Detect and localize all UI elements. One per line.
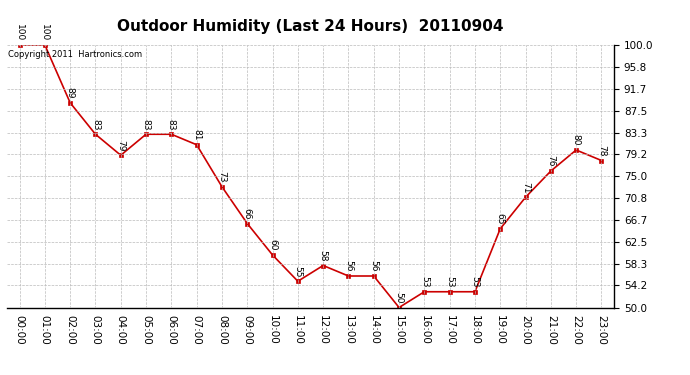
Text: 71: 71 [521,182,530,193]
Text: 76: 76 [546,155,555,167]
Text: 79: 79 [116,140,126,151]
Text: 65: 65 [495,213,505,225]
Text: Copyright 2011  Hartronics.com: Copyright 2011 Hartronics.com [8,50,142,59]
Text: 83: 83 [167,118,176,130]
Text: 56: 56 [344,260,353,272]
Text: 81: 81 [192,129,201,141]
Text: 83: 83 [91,118,100,130]
Text: 53: 53 [471,276,480,288]
Text: 58: 58 [319,250,328,261]
Text: 66: 66 [243,208,252,219]
Text: 80: 80 [571,134,581,146]
Text: 55: 55 [293,266,302,277]
Text: Outdoor Humidity (Last 24 Hours)  20110904: Outdoor Humidity (Last 24 Hours) 2011090… [117,19,504,34]
Text: 73: 73 [217,171,226,183]
Text: 78: 78 [597,145,606,156]
Text: 53: 53 [420,276,429,288]
Text: 56: 56 [369,260,378,272]
Text: 50: 50 [395,292,404,303]
Text: 100: 100 [40,24,50,41]
Text: 83: 83 [141,118,150,130]
Text: 60: 60 [268,239,277,251]
Text: 53: 53 [445,276,454,288]
Text: 100: 100 [15,24,24,41]
Text: 89: 89 [66,87,75,99]
